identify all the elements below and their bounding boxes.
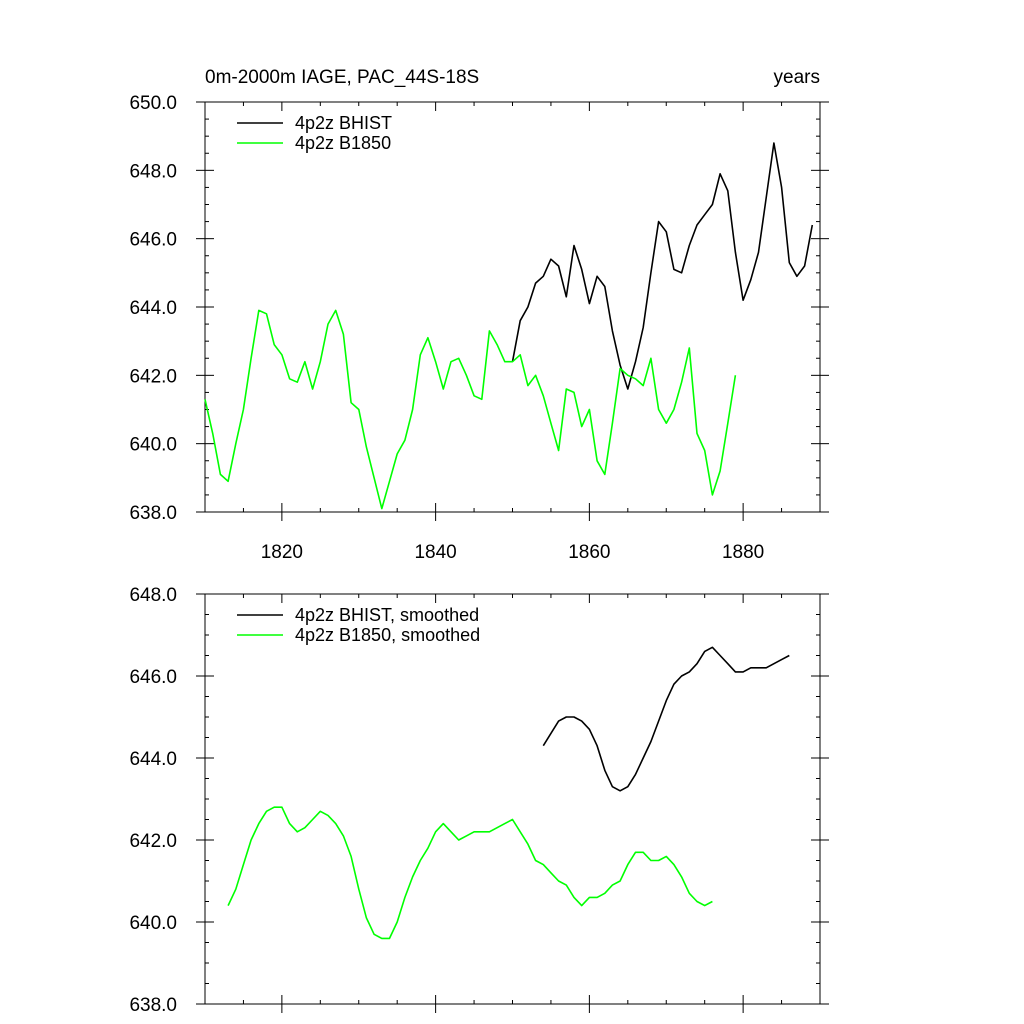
plot-frame xyxy=(204,101,821,513)
top-panel: 1820 1840 1860 1880 638.0 640.0 642.0 644.0 646.… xyxy=(129,93,829,563)
y-tick-label: 638.0 xyxy=(129,503,177,524)
y-tick-label: 648.0 xyxy=(129,161,177,182)
x-tick-label: 1880 xyxy=(722,542,764,563)
units-label: years xyxy=(774,67,820,88)
series-line-bhist xyxy=(542,646,790,792)
x-tick-label: 1840 xyxy=(414,542,456,563)
y-tick-label: 646.0 xyxy=(129,230,177,251)
series-line-b1850 xyxy=(204,309,737,510)
x-tick-label: 1860 xyxy=(568,542,610,563)
plot-frame xyxy=(204,593,821,1005)
y-tick-label: 644.0 xyxy=(129,298,177,319)
series-line-bhist xyxy=(511,142,814,390)
y-tick-label: 642.0 xyxy=(129,366,177,387)
x-tick-label: 1820 xyxy=(261,542,303,563)
y-tick-label: 644.0 xyxy=(129,749,177,770)
y-tick-label: 640.0 xyxy=(129,913,177,934)
y-tick-label: 640.0 xyxy=(129,435,177,456)
legend-label: 4p2z B1850 xyxy=(295,133,391,153)
y-tick-label: 648.0 xyxy=(129,585,177,606)
legend-label: 4p2z B1850, smoothed xyxy=(295,625,480,645)
y-tick-label: 646.0 xyxy=(129,667,177,688)
y-tick-label: 638.0 xyxy=(129,995,177,1016)
bottom-panel: 638.0 640.0 642.0 644.0 646.0 648.0 4p2z BHIST… xyxy=(129,585,829,1016)
y-tick-label: 650.0 xyxy=(129,93,177,114)
series-line-b1850 xyxy=(227,806,713,940)
legend-label: 4p2z BHIST, smoothed xyxy=(295,605,479,625)
chart-title: 0m-2000m IAGE, PAC_44S-18S xyxy=(205,67,479,88)
legend-label: 4p2z BHIST xyxy=(295,113,392,133)
y-tick-label: 642.0 xyxy=(129,831,177,852)
